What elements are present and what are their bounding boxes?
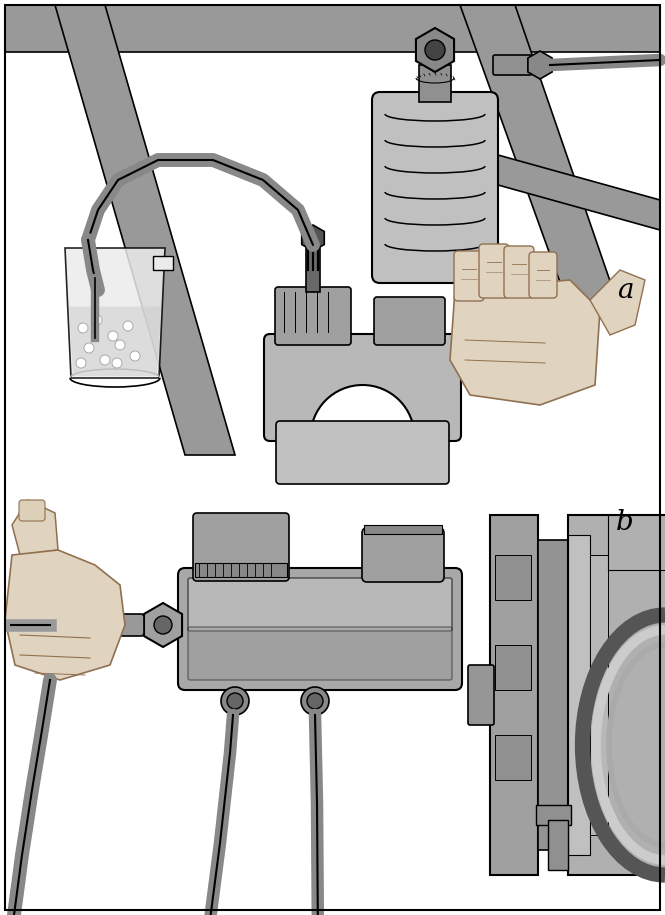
FancyBboxPatch shape: [19, 500, 45, 521]
Circle shape: [92, 315, 102, 325]
Bar: [538, 540, 568, 850]
Bar: [306, 245, 320, 292]
Circle shape: [76, 358, 86, 368]
FancyBboxPatch shape: [73, 614, 144, 636]
Text: a: a: [616, 276, 633, 304]
Circle shape: [100, 355, 110, 365]
FancyBboxPatch shape: [454, 251, 484, 301]
FancyBboxPatch shape: [493, 55, 532, 75]
FancyBboxPatch shape: [188, 578, 452, 631]
Bar: [490, 515, 538, 875]
Bar: [195, 563, 287, 577]
Circle shape: [108, 331, 118, 341]
Polygon shape: [480, 150, 660, 230]
Polygon shape: [69, 307, 161, 376]
Polygon shape: [12, 500, 58, 555]
FancyBboxPatch shape: [362, 528, 444, 582]
FancyBboxPatch shape: [479, 244, 509, 298]
Bar: [495, 645, 531, 690]
FancyBboxPatch shape: [504, 246, 534, 298]
Text: b: b: [616, 510, 634, 536]
Circle shape: [130, 351, 140, 361]
Bar: [364, 525, 442, 534]
FancyBboxPatch shape: [193, 513, 289, 581]
Bar: [536, 805, 571, 825]
Circle shape: [84, 343, 94, 353]
FancyBboxPatch shape: [374, 297, 445, 345]
Polygon shape: [65, 248, 165, 378]
Polygon shape: [5, 550, 125, 680]
Circle shape: [307, 693, 323, 709]
Bar: [548, 820, 568, 870]
Bar: [495, 735, 531, 780]
FancyBboxPatch shape: [188, 627, 452, 680]
Circle shape: [112, 358, 122, 368]
Polygon shape: [153, 256, 173, 270]
FancyBboxPatch shape: [372, 92, 498, 283]
Circle shape: [227, 693, 243, 709]
Bar: [495, 555, 531, 600]
Circle shape: [301, 687, 329, 715]
Bar: [568, 515, 665, 875]
FancyBboxPatch shape: [468, 665, 494, 725]
Circle shape: [154, 616, 172, 634]
FancyBboxPatch shape: [264, 334, 461, 441]
Wedge shape: [311, 385, 414, 437]
FancyBboxPatch shape: [275, 287, 351, 345]
Polygon shape: [450, 280, 600, 405]
Polygon shape: [590, 270, 645, 335]
Bar: [568, 535, 590, 855]
Polygon shape: [55, 5, 235, 455]
Bar: [608, 515, 665, 570]
Polygon shape: [460, 5, 620, 310]
FancyBboxPatch shape: [178, 568, 462, 690]
Polygon shape: [5, 5, 660, 52]
Circle shape: [221, 687, 249, 715]
Bar: [590, 555, 608, 835]
Circle shape: [115, 340, 125, 350]
Circle shape: [425, 40, 445, 60]
FancyBboxPatch shape: [276, 421, 449, 484]
FancyBboxPatch shape: [529, 252, 557, 298]
Bar: [419, 65, 451, 102]
Circle shape: [123, 321, 133, 331]
Circle shape: [78, 323, 88, 333]
